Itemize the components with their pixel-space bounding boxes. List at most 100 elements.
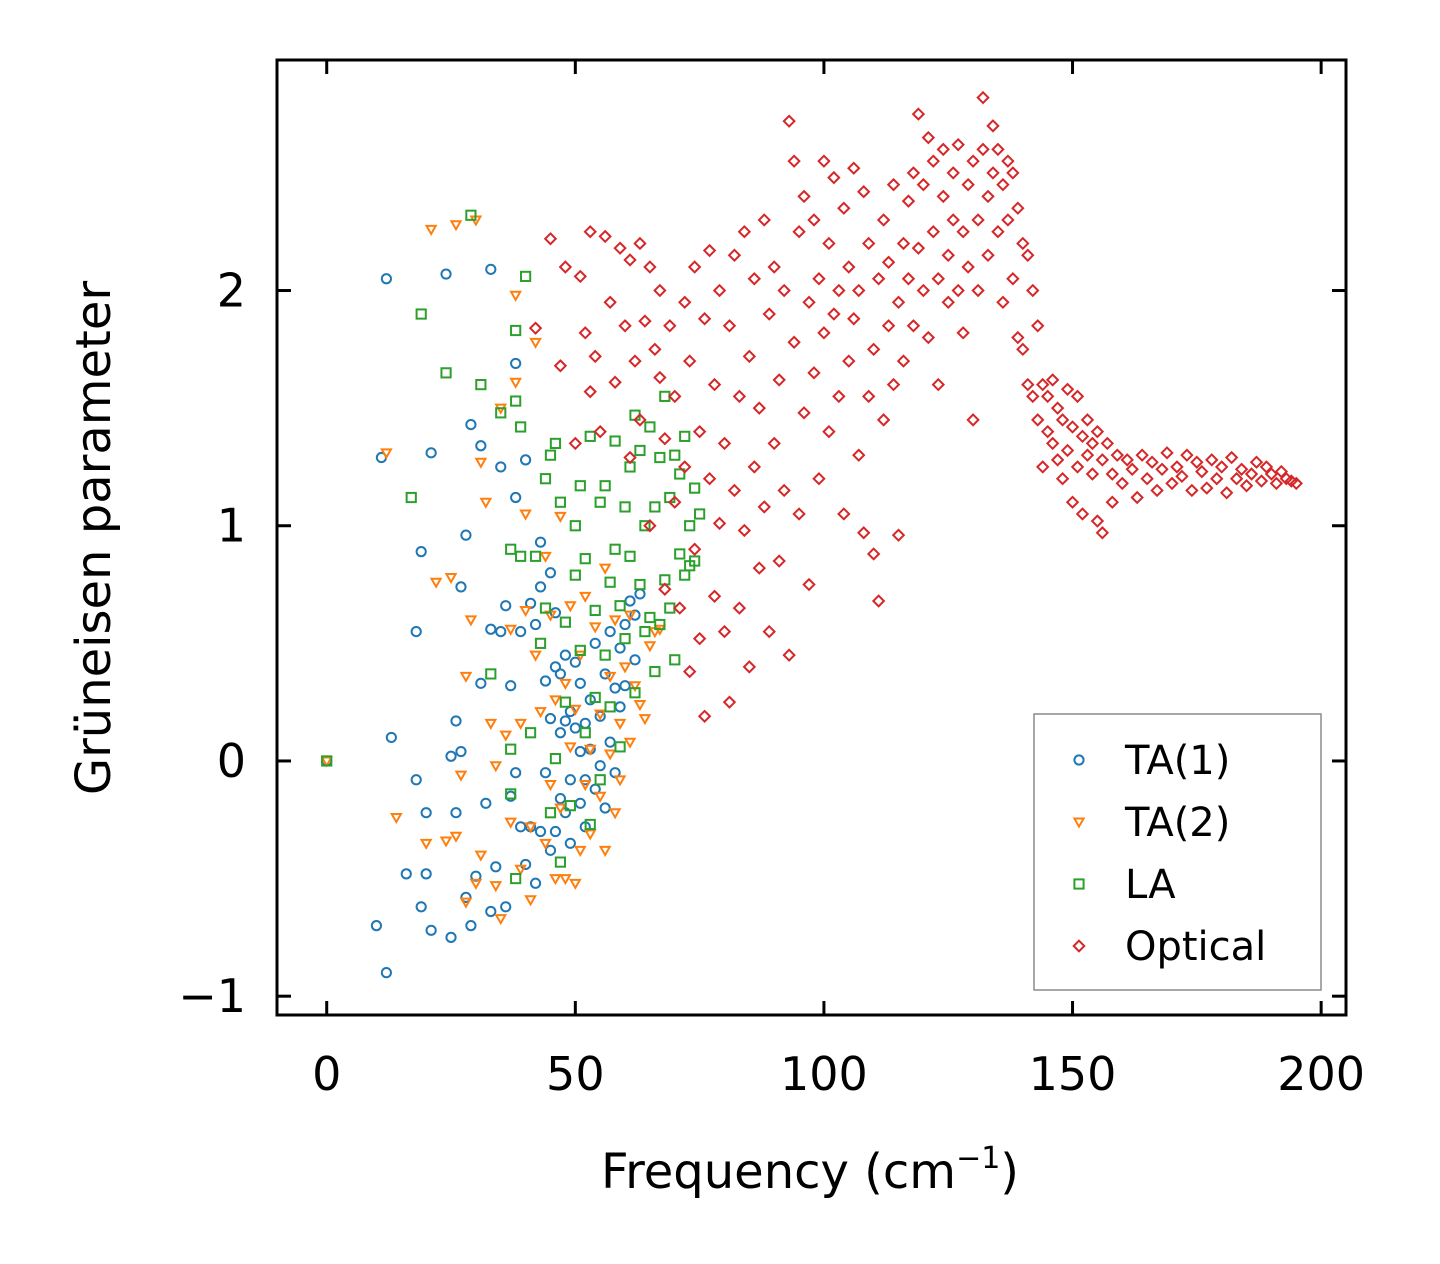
- data-point: [961, 177, 975, 192]
- data-point: [599, 649, 611, 661]
- x-tick-label: 100: [780, 1047, 868, 1101]
- data-point: [1001, 213, 1015, 227]
- data-point: [767, 436, 781, 451]
- data-point: [658, 582, 672, 596]
- data-point: [996, 177, 1010, 192]
- data-point: [797, 406, 811, 420]
- data-point: [584, 818, 596, 831]
- data-point: [568, 436, 583, 451]
- data-point: [505, 743, 517, 755]
- data-point: [1021, 248, 1035, 262]
- data-point: [712, 283, 727, 298]
- data-point: [1090, 424, 1105, 439]
- data-point: [1135, 448, 1149, 462]
- data-point: [603, 671, 617, 683]
- data-point: [569, 704, 582, 716]
- data-point: [772, 554, 786, 568]
- data-point: [643, 260, 657, 274]
- data-point: [519, 605, 532, 618]
- data-point: [544, 807, 557, 819]
- data-point: [1185, 483, 1199, 498]
- data-point: [485, 263, 497, 275]
- data-point: [1070, 460, 1085, 474]
- data-point: [1095, 526, 1110, 540]
- data-point: [440, 367, 452, 379]
- data-point: [643, 519, 657, 533]
- data-point: [420, 807, 432, 819]
- data-point: [717, 436, 732, 451]
- data-point: [679, 430, 691, 442]
- data-point: [515, 625, 527, 638]
- data-point: [767, 260, 781, 274]
- data-point: [896, 236, 911, 251]
- data-point: [911, 241, 926, 255]
- data-point: [792, 225, 806, 239]
- data-point: [528, 321, 543, 335]
- data-point: [634, 444, 646, 457]
- data-point: [1110, 448, 1124, 462]
- data-point: [450, 807, 462, 819]
- data-point: [529, 650, 542, 662]
- data-point: [1125, 462, 1139, 476]
- data-point: [623, 737, 637, 749]
- data-point: [464, 615, 478, 627]
- data-point: [614, 741, 626, 753]
- data-point: [777, 283, 791, 298]
- data-point: [509, 290, 522, 302]
- data-point: [961, 260, 975, 274]
- data-point: [400, 868, 412, 880]
- data-point: [564, 774, 576, 786]
- data-point: [419, 838, 433, 850]
- data-point: [564, 837, 576, 849]
- data-point: [569, 520, 581, 532]
- data-point: [480, 797, 492, 809]
- data-point: [529, 337, 542, 349]
- data-point: [429, 577, 443, 589]
- data-point: [440, 268, 452, 280]
- data-point: [618, 662, 632, 674]
- data-point: [1035, 460, 1050, 474]
- data-point: [510, 357, 522, 370]
- data-point: [1040, 424, 1055, 439]
- data-point: [1120, 453, 1134, 467]
- data-point: [1259, 460, 1274, 474]
- data-point: [871, 594, 886, 608]
- data-point: [510, 491, 522, 504]
- data-point: [757, 500, 771, 514]
- data-point: [663, 319, 677, 333]
- data-point: [678, 460, 692, 474]
- data-point: [1150, 483, 1164, 498]
- data-point: [687, 260, 702, 274]
- data-point: [1210, 471, 1224, 486]
- data-point: [1080, 448, 1095, 462]
- data-point: [822, 424, 836, 439]
- data-point: [609, 435, 621, 447]
- data-point: [614, 600, 626, 612]
- y-tick-label: 1: [217, 499, 246, 553]
- data-point: [837, 507, 851, 521]
- legend-marker: [1072, 817, 1086, 829]
- data-point: [505, 680, 517, 692]
- legend-entry: Optical: [1072, 924, 1266, 970]
- data-point: [415, 308, 427, 320]
- data-point: [475, 677, 487, 689]
- data-point: [644, 421, 656, 433]
- data-point: [1289, 476, 1303, 491]
- data-point: [687, 542, 702, 556]
- data-point: [444, 573, 458, 585]
- data-point: [1031, 319, 1045, 333]
- data-point: [599, 480, 611, 492]
- data-point: [936, 189, 950, 204]
- data-point: [822, 236, 836, 251]
- data-point: [594, 774, 606, 786]
- data-point: [485, 623, 497, 635]
- data-point: [1016, 342, 1030, 357]
- data-point: [1219, 486, 1234, 500]
- data-point: [410, 625, 422, 638]
- data-point: [489, 761, 503, 773]
- data-point: [861, 389, 876, 404]
- data-point: [604, 625, 616, 638]
- data-point: [589, 691, 601, 704]
- data-point: [500, 600, 512, 612]
- data-point: [559, 616, 571, 628]
